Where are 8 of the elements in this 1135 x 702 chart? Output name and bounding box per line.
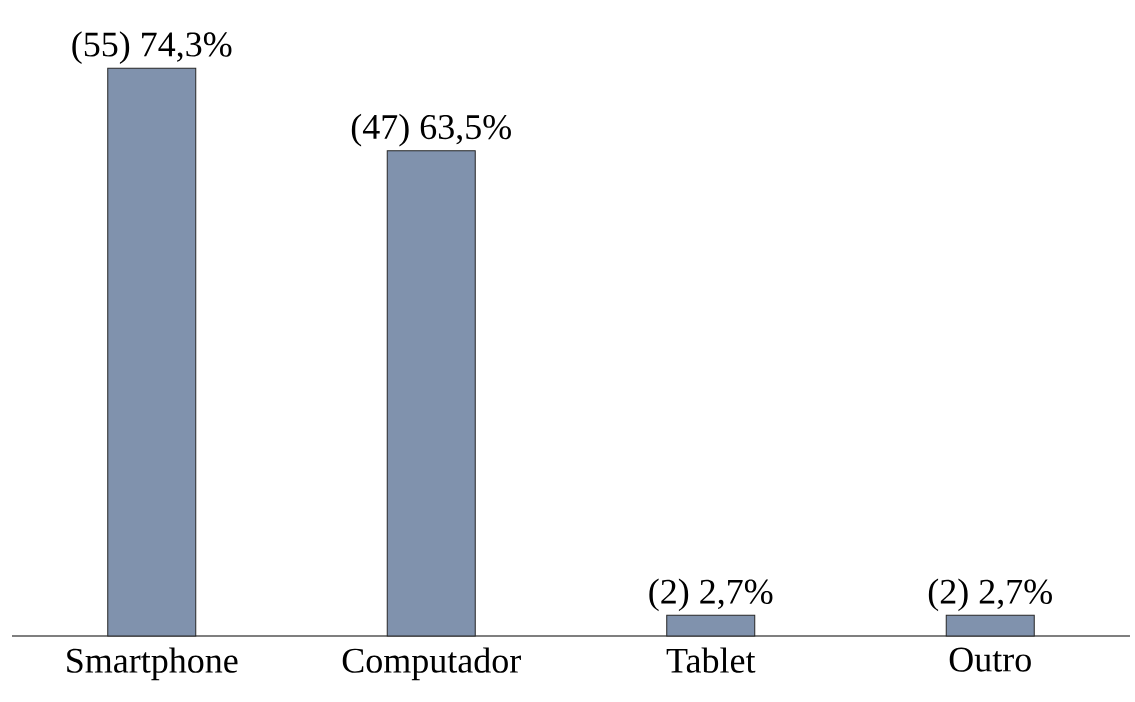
x-tick-label: Smartphone [67, 647, 238, 681]
x-tick-label: Outro [949, 647, 1031, 672]
data-label: (47) 63,5% [351, 113, 511, 147]
data-label: (2) 2,7% [649, 578, 773, 612]
x-tick-label: Tablet [666, 647, 756, 673]
data-label: (2) 2,7% [928, 578, 1052, 612]
data-label: (55) 74,3% [72, 31, 232, 64]
x-tick-label: Computador [342, 647, 521, 681]
